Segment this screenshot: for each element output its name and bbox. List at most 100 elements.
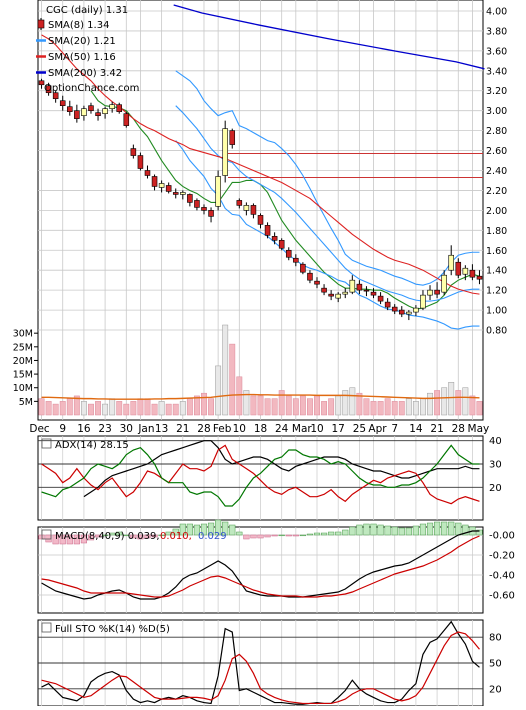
candle-body	[363, 289, 370, 292]
candle-body	[222, 128, 228, 176]
candle-body	[52, 92, 59, 100]
volume-bar	[158, 401, 165, 416]
macd-histogram-bar	[426, 522, 434, 536]
volume-bar	[363, 398, 370, 416]
volume-bar	[405, 398, 412, 416]
volume-bar	[264, 398, 271, 416]
candle-body	[229, 130, 236, 145]
macd-series-line	[41, 530, 480, 600]
sto-series-line	[41, 631, 480, 705]
price-y-tick-label: 2.20	[486, 186, 507, 197]
x-tick-label: 14	[409, 423, 423, 435]
macd-histogram-bar	[455, 522, 462, 536]
macd-histogram-bar	[179, 523, 186, 536]
price-y-tick-label: 1.20	[486, 286, 507, 297]
x-tick-label: 13	[155, 423, 168, 435]
macd-title: MACD(8,40,9) 0.039,	[55, 531, 160, 542]
volume-y-tick-label: 30M	[13, 329, 33, 340]
macd-histogram-bar	[193, 524, 201, 536]
macd-histogram-bar	[370, 523, 377, 536]
candle-body	[462, 267, 469, 275]
price-y-tick-label: 4.00	[486, 6, 507, 17]
volume-bar	[384, 398, 391, 416]
price-y-tick-label: 1.60	[486, 246, 507, 257]
volume-bar	[95, 401, 101, 416]
candle-body	[208, 210, 214, 217]
volume-moving-average-line	[41, 393, 480, 400]
macd-histogram-bar	[158, 534, 165, 537]
macd-histogram-bar	[87, 534, 95, 541]
macd-histogram-bar	[278, 534, 285, 537]
candle-body	[278, 239, 285, 249]
candle-body	[67, 106, 73, 112]
macd-histogram-bar	[320, 532, 328, 536]
sto-y-tick-label: 20	[489, 684, 502, 695]
x-tick-label: Mar	[292, 423, 312, 435]
volume-bar	[307, 398, 313, 416]
volume-bar	[116, 401, 123, 416]
macd-histogram-bar	[222, 521, 229, 536]
candle-body	[59, 100, 66, 106]
x-tick-label: 28	[452, 423, 465, 435]
volume-bar	[236, 376, 243, 416]
price-y-tick-label: 2.40	[486, 166, 507, 177]
adx-series-line	[41, 444, 480, 507]
candle-body	[293, 257, 299, 263]
macd-histogram-bar	[229, 524, 236, 536]
sto-y-tick-label: 80	[489, 633, 502, 644]
candle-body	[455, 261, 462, 276]
macd-histogram-bar	[130, 534, 137, 539]
macd-histogram-bar	[243, 534, 250, 540]
x-tick-label: 23	[98, 423, 111, 435]
candle-body	[314, 280, 320, 285]
volume-bar	[186, 398, 193, 416]
candle-body	[243, 205, 250, 211]
candle-body	[391, 306, 398, 312]
macd-histogram-bar	[151, 534, 158, 538]
candle-body	[257, 215, 264, 225]
price-y-tick-label: 2.80	[486, 126, 507, 137]
macd-histogram-bar	[137, 534, 144, 540]
candle-body	[165, 185, 172, 192]
candle-body	[469, 269, 476, 278]
price-y-tick-label: 3.40	[486, 66, 507, 77]
candle-body	[187, 194, 193, 203]
macd-y-tick-label: -0.20	[489, 551, 515, 562]
macd-histogram-bar	[356, 524, 363, 536]
volume-bar	[179, 401, 186, 416]
x-tick-label: 21	[176, 423, 189, 435]
volume-bar	[328, 398, 335, 416]
volume-bar	[455, 390, 462, 416]
macd-y-tick-label: -0.40	[489, 571, 515, 582]
macd-histogram-bar	[45, 534, 52, 543]
macd-histogram-bar	[377, 524, 384, 536]
candle-body	[88, 105, 94, 111]
volume-bar	[462, 387, 469, 416]
candle-body	[130, 148, 137, 156]
volume-y-tick-label: 25M	[13, 342, 33, 353]
candle-body	[321, 287, 327, 293]
volume-bar	[193, 395, 200, 416]
volume-bar	[412, 401, 419, 416]
candle-body	[123, 113, 130, 126]
candle-body	[384, 301, 391, 308]
adx-series-line	[41, 444, 480, 505]
candle-body	[285, 249, 292, 258]
macd-histogram-bar	[306, 533, 314, 536]
candle-body	[201, 207, 207, 211]
volume-bar	[73, 395, 80, 416]
candle-body	[398, 309, 405, 315]
volume-bar	[469, 395, 476, 416]
sma-line	[175, 70, 480, 286]
x-tick-label: 25	[353, 423, 366, 435]
macd-histogram-bar	[66, 534, 73, 545]
volume-bar	[222, 324, 229, 416]
volume-bar	[215, 365, 222, 416]
macd-histogram-bar	[264, 534, 271, 538]
volume-bar	[434, 390, 441, 416]
macd-histogram-bar	[313, 532, 321, 536]
macd-histogram-bar	[391, 526, 398, 536]
candle-body	[427, 289, 433, 296]
macd-histogram-bar	[285, 534, 292, 537]
candle-body	[74, 110, 80, 119]
